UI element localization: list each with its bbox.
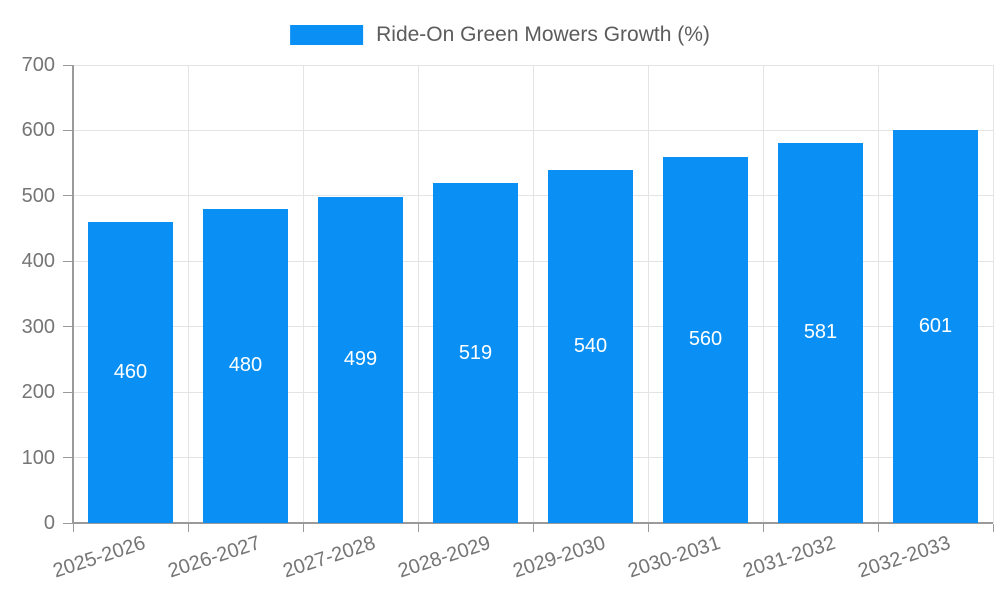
y-tick-label: 300 [21,315,55,338]
x-tick-mark [72,524,74,532]
gridline-vertical [877,65,879,523]
y-tick-label: 600 [21,119,55,142]
bar-value-label: 560 [688,328,723,351]
bar[interactable]: 499 [318,196,403,523]
gridline-vertical [187,65,189,523]
y-tick-mark [63,457,72,459]
bar[interactable]: 519 [433,183,518,523]
legend[interactable]: Ride-On Green Mowers Growth (%) [290,23,710,47]
gridline-vertical [302,65,304,523]
gridline-horizontal [73,64,993,66]
legend-swatch [290,25,364,45]
y-tick-label: 700 [21,54,55,76]
gridline-horizontal [73,129,993,131]
y-tick-mark [63,391,72,393]
bar-value-label: 519 [458,341,493,364]
gridline-vertical [992,65,994,523]
x-tick-mark [532,524,534,532]
y-tick-label: 400 [21,250,55,273]
bar-value-label: 460 [113,361,148,384]
bar[interactable]: 601 [893,129,978,523]
y-tick-label: 500 [21,184,55,207]
bar-value-label: 480 [228,354,263,377]
gridline-vertical [647,65,649,523]
y-tick-mark [63,195,72,197]
gridline-vertical [762,65,764,523]
y-axis-line [72,65,74,523]
bar[interactable]: 540 [548,169,633,523]
gridline-vertical [417,65,419,523]
plot-area: 460 480 499 519 540 560 581 601 [63,64,994,532]
y-tick-mark [63,64,72,66]
y-tick-mark [63,260,72,262]
y-tick-label: 200 [21,381,55,404]
bar-value-label: 540 [573,334,608,357]
x-tick-mark [302,524,304,532]
y-tick-mark [63,326,72,328]
y-tick-label: 100 [21,446,55,469]
x-tick-mark [647,524,649,532]
x-axis-line [72,522,993,524]
bar[interactable]: 480 [203,208,288,523]
y-tick-mark [63,522,72,524]
gridline-vertical [532,65,534,523]
legend-label: Ride-On Green Mowers Growth (%) [376,23,710,46]
x-tick-mark [992,524,994,532]
y-tick-mark [63,129,72,131]
x-tick-mark [187,524,189,532]
bar-value-label: 601 [918,314,953,337]
x-tick-mark [417,524,419,532]
y-tick-label: 0 [43,512,55,534]
bar[interactable]: 460 [88,222,173,523]
bar-value-label: 581 [803,321,838,344]
x-tick-mark [877,524,879,532]
bar[interactable]: 560 [663,156,748,523]
bar-value-label: 499 [343,348,378,371]
x-tick-mark [762,524,764,532]
bar[interactable]: 581 [778,142,863,523]
